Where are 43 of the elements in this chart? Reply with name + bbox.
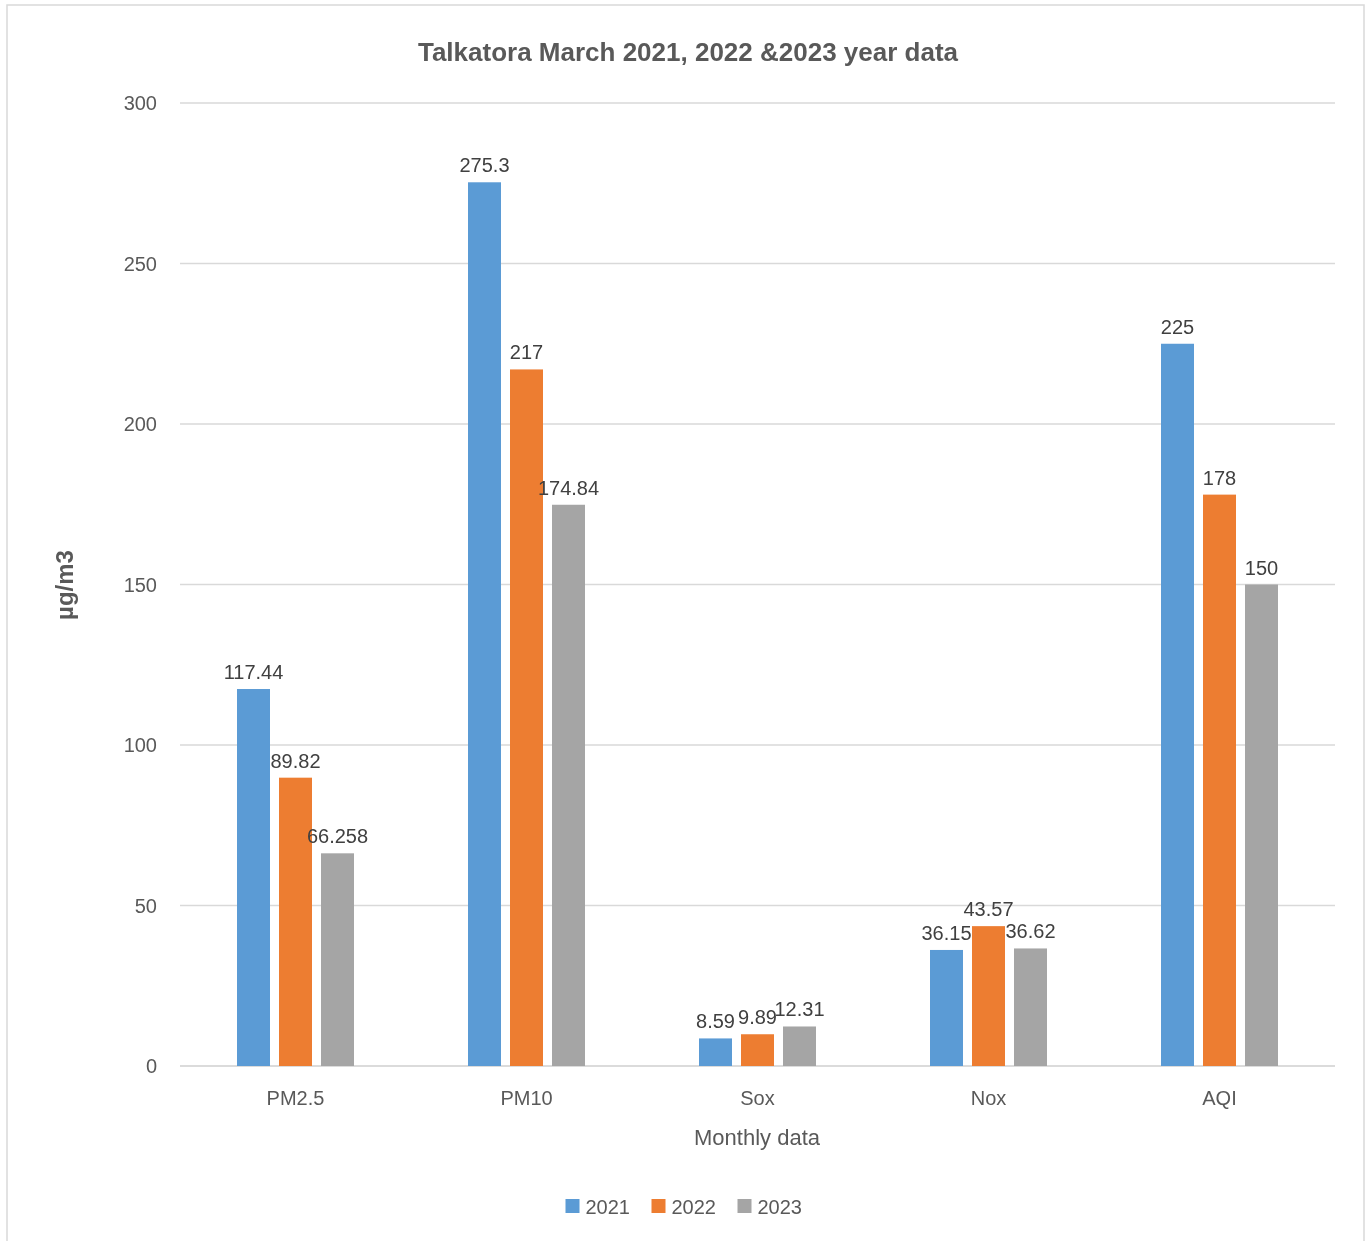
y-tick-label: 50: [134, 894, 157, 917]
x-tick-label: Sox: [740, 1087, 775, 1109]
y-tick-label: 100: [123, 734, 157, 756]
bar: [972, 926, 1005, 1066]
y-axis-title: µg/m3: [51, 550, 78, 620]
y-tick-label: 150: [123, 573, 157, 596]
bar: [783, 1026, 816, 1066]
data-label: 9.89: [738, 1006, 777, 1029]
y-tick-label: 250: [123, 252, 157, 275]
bar: [552, 504, 585, 1066]
x-tick-label: PM2.5: [266, 1087, 325, 1109]
bar: [741, 1034, 774, 1066]
x-tick-label: Nox: [970, 1087, 1007, 1109]
data-label: 36.62: [1005, 920, 1056, 943]
chart-title: Talkatora March 2021, 2022 &2023 year data: [417, 37, 959, 67]
data-label: 217: [509, 341, 544, 364]
data-label: 89.82: [270, 749, 321, 772]
bar: [930, 949, 963, 1066]
data-label: 225: [1160, 315, 1195, 338]
bar: [1245, 584, 1278, 1066]
x-tick-label: PM10: [500, 1087, 553, 1109]
y-tick-label: 300: [123, 92, 157, 114]
data-label: 117.44: [223, 661, 284, 684]
data-label: 8.59: [696, 1010, 735, 1033]
legend-label: 2023: [757, 1196, 802, 1218]
x-axis-title: Monthly data: [694, 1125, 821, 1150]
data-label: 43.57: [963, 898, 1014, 921]
data-label: 275.3: [459, 154, 510, 177]
legend-label: 2022: [671, 1196, 716, 1218]
data-label: 36.15: [921, 921, 972, 944]
bar: [1203, 494, 1236, 1066]
bar: [699, 1038, 732, 1066]
data-label: 178: [1202, 466, 1237, 489]
x-tick-label: AQI: [1202, 1087, 1237, 1109]
y-tick-label: 0: [145, 1055, 157, 1077]
bar: [468, 182, 501, 1066]
bar: [321, 853, 354, 1066]
data-label: 150: [1244, 556, 1279, 579]
legend-label: 2021: [585, 1196, 630, 1218]
bar: [237, 689, 270, 1066]
y-tick-label: 200: [123, 413, 157, 435]
bar: [1014, 948, 1047, 1066]
bar: [1161, 343, 1194, 1066]
